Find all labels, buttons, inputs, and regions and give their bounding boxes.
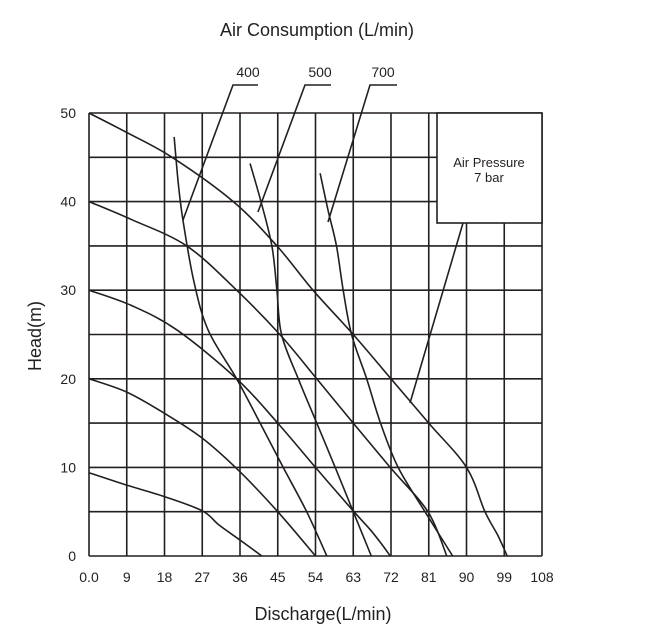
air-consumption-labels: 400 500 700 bbox=[182, 64, 397, 223]
x-tick-label: 90 bbox=[459, 569, 475, 585]
x-tick-label: 99 bbox=[496, 569, 512, 585]
curve-air-700 bbox=[319, 173, 454, 557]
x-tick-label: 9 bbox=[123, 569, 131, 585]
y-tick-label: 20 bbox=[60, 371, 76, 387]
y-tick-label: 40 bbox=[60, 194, 76, 210]
x-tick-label: 36 bbox=[232, 569, 248, 585]
x-tick-label: 27 bbox=[194, 569, 210, 585]
curve-head-20 bbox=[88, 378, 317, 557]
chart-title: Air Consumption (L/min) bbox=[220, 20, 414, 40]
leader-line-400 bbox=[182, 84, 258, 221]
x-axis-label: Discharge(L/min) bbox=[254, 604, 391, 624]
air-consumption-label-500: 500 bbox=[308, 64, 332, 80]
air-pressure-label: Air Pressure bbox=[453, 155, 525, 170]
x-tick-label: 81 bbox=[421, 569, 437, 585]
air-consumption-label-700: 700 bbox=[371, 64, 395, 80]
y-tick-labels: 0 10 20 30 40 50 bbox=[60, 105, 76, 564]
curve-air-400 bbox=[173, 136, 328, 557]
x-tick-label: 54 bbox=[308, 569, 324, 585]
curve-head-50 bbox=[88, 112, 508, 557]
leader-line-500 bbox=[257, 84, 331, 213]
x-tick-label: 63 bbox=[345, 569, 361, 585]
curve-head-30 bbox=[88, 289, 391, 557]
x-tick-label: 108 bbox=[530, 569, 554, 585]
x-tick-label: 0.0 bbox=[79, 569, 99, 585]
x-tick-labels: 0.0 9 18 27 36 45 54 63 72 81 90 99 108 bbox=[79, 569, 554, 585]
curves bbox=[88, 112, 508, 557]
y-tick-label: 50 bbox=[60, 105, 76, 121]
air-consumption-label-400: 400 bbox=[236, 64, 260, 80]
curve-head-10 bbox=[88, 471, 263, 557]
curve-air-500 bbox=[249, 163, 373, 557]
air-pressure-leader bbox=[409, 222, 464, 404]
x-tick-label: 45 bbox=[270, 569, 286, 585]
y-tick-label: 30 bbox=[60, 282, 76, 298]
leader-line-700 bbox=[327, 84, 397, 223]
x-tick-label: 18 bbox=[157, 569, 173, 585]
y-axis-label: Head(m) bbox=[25, 301, 45, 371]
y-tick-label: 10 bbox=[60, 459, 76, 475]
curve-head-40 bbox=[88, 200, 448, 557]
air-pressure-value: 7 bar bbox=[474, 170, 504, 185]
air-pressure-box-frame bbox=[436, 112, 543, 224]
y-tick-label: 0 bbox=[68, 548, 76, 564]
air-pressure-box: Air Pressure 7 bar bbox=[409, 112, 543, 404]
x-tick-label: 72 bbox=[383, 569, 399, 585]
